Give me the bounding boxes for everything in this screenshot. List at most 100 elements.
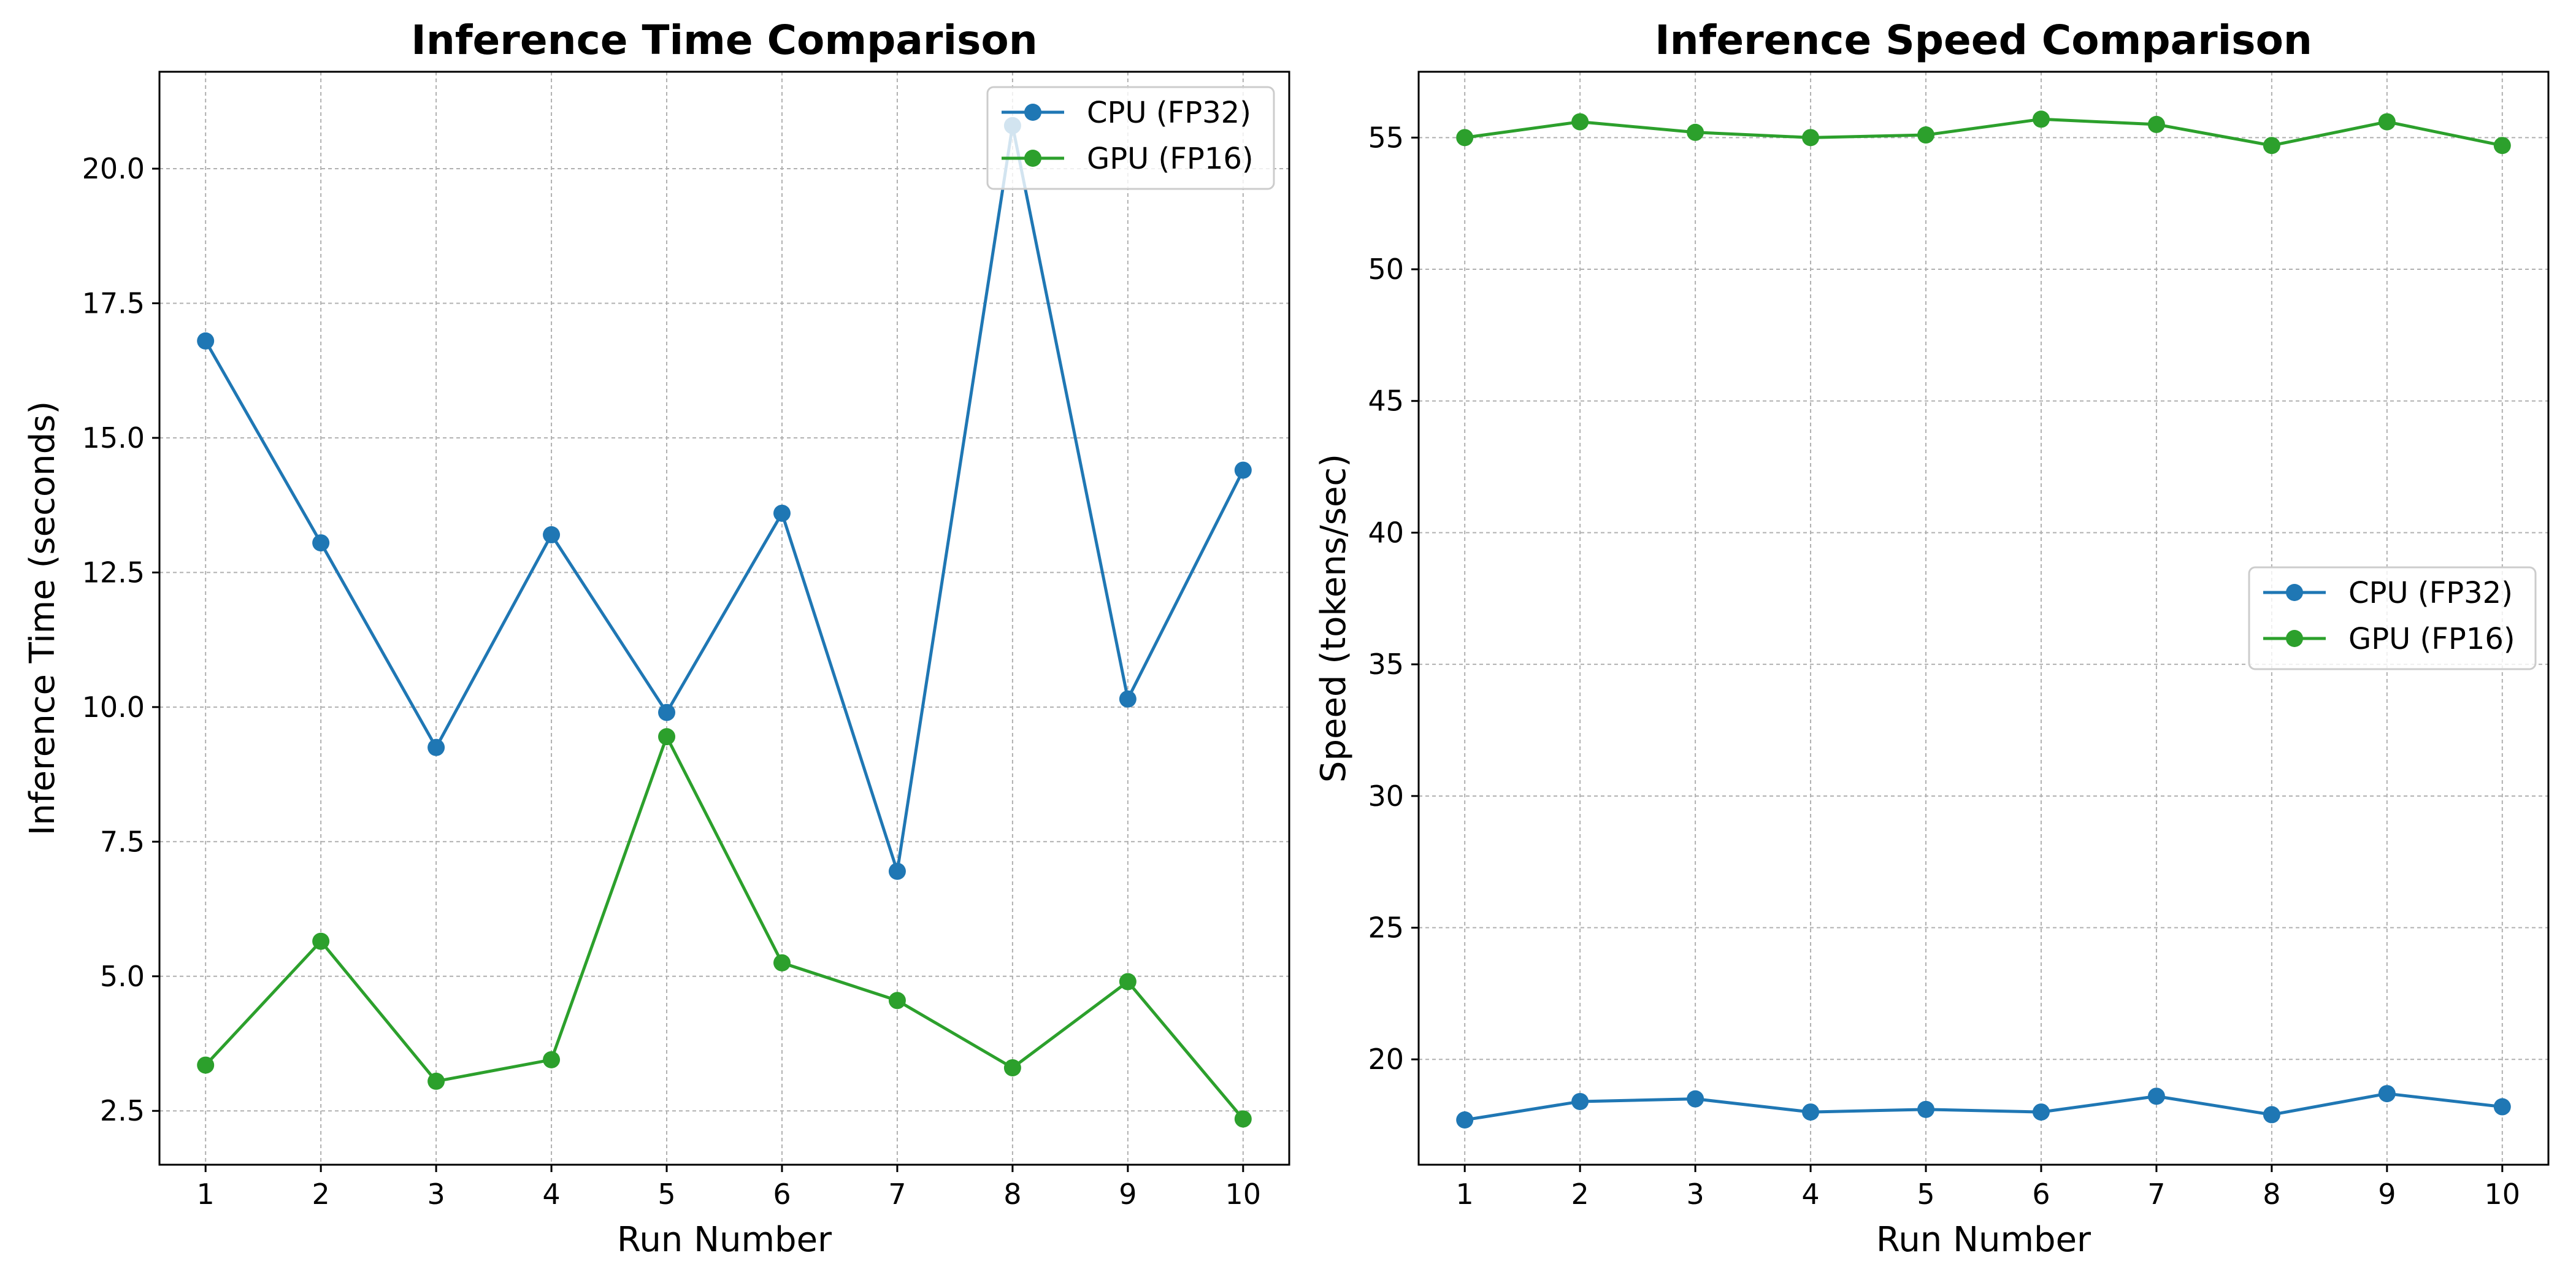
y-tick-label: 50 bbox=[1368, 253, 1404, 286]
data-point-cpu bbox=[2378, 1085, 2396, 1103]
x-tick-label: 4 bbox=[1801, 1178, 1819, 1211]
data-point-cpu bbox=[427, 738, 445, 756]
data-point-gpu bbox=[2493, 137, 2511, 155]
data-point-cpu bbox=[1456, 1111, 1474, 1129]
data-point-gpu bbox=[1456, 129, 1474, 147]
data-point-cpu bbox=[1571, 1092, 1589, 1110]
y-tick-label: 10.0 bbox=[82, 691, 145, 724]
inference-speed-legend[interactable]: CPU (FP32) GPU (FP16) bbox=[2248, 566, 2537, 670]
y-tick-label: 20.0 bbox=[82, 152, 145, 185]
data-point-cpu bbox=[2147, 1087, 2165, 1105]
data-point-gpu bbox=[312, 932, 330, 950]
x-tick-label: 1 bbox=[197, 1178, 215, 1211]
data-point-cpu bbox=[543, 526, 561, 543]
y-tick-label: 55 bbox=[1368, 121, 1404, 154]
inference-speed-plot-frame bbox=[1417, 71, 2550, 1166]
y-tick-label: 7.5 bbox=[100, 825, 145, 858]
inference-time-legend[interactable]: CPU (FP32) GPU (FP16) bbox=[986, 86, 1275, 190]
data-point-cpu bbox=[888, 862, 906, 880]
inference-time-x-axis-label: Run Number bbox=[617, 1220, 832, 1260]
data-point-gpu bbox=[888, 992, 906, 1010]
legend-label-cpu: CPU (FP32) bbox=[1087, 96, 1251, 130]
y-tick-label: 12.5 bbox=[82, 556, 145, 589]
data-point-gpu bbox=[543, 1051, 561, 1068]
data-point-cpu bbox=[773, 504, 791, 522]
data-point-cpu bbox=[1234, 461, 1252, 479]
data-point-gpu bbox=[658, 728, 676, 746]
y-tick-label: 25 bbox=[1368, 911, 1404, 945]
x-tick-label: 2 bbox=[1571, 1178, 1589, 1211]
data-point-gpu bbox=[2147, 115, 2165, 133]
legend-label-cpu: CPU (FP32) bbox=[2348, 576, 2513, 610]
data-point-cpu bbox=[1917, 1100, 1935, 1118]
x-tick-label: 10 bbox=[2485, 1178, 2521, 1211]
data-point-cpu bbox=[2263, 1106, 2280, 1124]
inference-speed-series bbox=[1456, 110, 2511, 1129]
inference-time-chart: 1 2 3 4 5 6 7 8 9 10 2.5 5.0 7.5 10.0 12.5 15.0 17.5 20.0… bbox=[23, 17, 1290, 1260]
data-point-gpu bbox=[197, 1056, 215, 1074]
data-point-gpu bbox=[1234, 1110, 1252, 1128]
series-line-gpu bbox=[204, 735, 1244, 1120]
data-point-cpu bbox=[312, 534, 330, 552]
legend-marker-cpu bbox=[2286, 584, 2303, 601]
data-point-gpu bbox=[1917, 126, 1935, 144]
data-point-gpu bbox=[2032, 110, 2050, 128]
y-tick-label: 35 bbox=[1368, 648, 1404, 681]
x-tick-label: 4 bbox=[542, 1178, 560, 1211]
data-point-cpu bbox=[2032, 1103, 2050, 1121]
series-line-gpu bbox=[1464, 117, 2503, 147]
inference-speed-y-axis-label: Speed (tokens/sec) bbox=[1314, 454, 1354, 783]
legend-marker-cpu bbox=[1024, 104, 1041, 121]
data-point-gpu bbox=[2378, 113, 2396, 131]
legend-marker-gpu bbox=[2286, 630, 2303, 647]
data-point-gpu bbox=[1571, 113, 1589, 131]
x-tick-label: 9 bbox=[2378, 1178, 2396, 1211]
x-tick-label: 3 bbox=[427, 1178, 445, 1211]
y-tick-label: 17.5 bbox=[82, 286, 145, 320]
x-tick-label: 7 bbox=[888, 1178, 906, 1211]
x-tick-label: 6 bbox=[773, 1178, 791, 1211]
data-point-gpu bbox=[773, 954, 791, 972]
y-tick-label: 20 bbox=[1368, 1043, 1404, 1076]
inference-time-title: Inference Time Comparison bbox=[411, 17, 1037, 64]
data-point-gpu bbox=[427, 1072, 445, 1090]
inference-time-ticks: 1 2 3 4 5 6 7 8 9 10 2.5 5.0 7.5 10.0 12.5 15.0 17.5 20.0 bbox=[82, 152, 1262, 1211]
x-tick-label: 7 bbox=[2147, 1178, 2165, 1211]
inference-time-y-axis-label: Inference Time (seconds) bbox=[23, 401, 63, 835]
x-tick-label: 8 bbox=[1003, 1178, 1021, 1211]
legend-label-gpu: GPU (FP16) bbox=[1087, 142, 1254, 176]
inference-speed-title: Inference Speed Comparison bbox=[1655, 17, 2312, 64]
x-tick-label: 9 bbox=[1119, 1178, 1137, 1211]
data-point-cpu bbox=[2493, 1098, 2511, 1116]
x-tick-label: 10 bbox=[1225, 1178, 1262, 1211]
y-tick-label: 5.0 bbox=[100, 960, 145, 993]
legend-label-gpu: GPU (FP16) bbox=[2348, 622, 2515, 656]
data-point-cpu bbox=[658, 703, 676, 721]
x-tick-label: 2 bbox=[312, 1178, 330, 1211]
data-point-gpu bbox=[1687, 123, 1704, 141]
inference-time-plot-frame bbox=[158, 71, 1290, 1166]
x-tick-label: 5 bbox=[1917, 1178, 1934, 1211]
y-tick-label: 2.5 bbox=[100, 1094, 145, 1127]
y-tick-label: 15.0 bbox=[82, 421, 145, 454]
series-line-cpu bbox=[204, 124, 1245, 873]
data-point-gpu bbox=[1003, 1059, 1021, 1076]
data-point-gpu bbox=[1119, 973, 1137, 991]
inference-time-series bbox=[197, 117, 1252, 1128]
x-tick-label: 6 bbox=[2032, 1178, 2050, 1211]
x-tick-label: 1 bbox=[1456, 1178, 1474, 1211]
y-tick-label: 45 bbox=[1368, 385, 1404, 418]
y-tick-label: 40 bbox=[1368, 516, 1404, 549]
data-point-gpu bbox=[1802, 129, 1820, 147]
data-point-cpu bbox=[197, 332, 215, 350]
data-point-cpu bbox=[1119, 690, 1137, 708]
x-tick-label: 5 bbox=[657, 1178, 675, 1211]
inference-speed-x-axis-label: Run Number bbox=[1876, 1220, 2091, 1260]
series-line-cpu bbox=[1464, 1092, 2503, 1122]
legend-marker-gpu bbox=[1024, 150, 1041, 167]
x-tick-label: 3 bbox=[1686, 1178, 1704, 1211]
data-point-cpu bbox=[1802, 1103, 1820, 1121]
